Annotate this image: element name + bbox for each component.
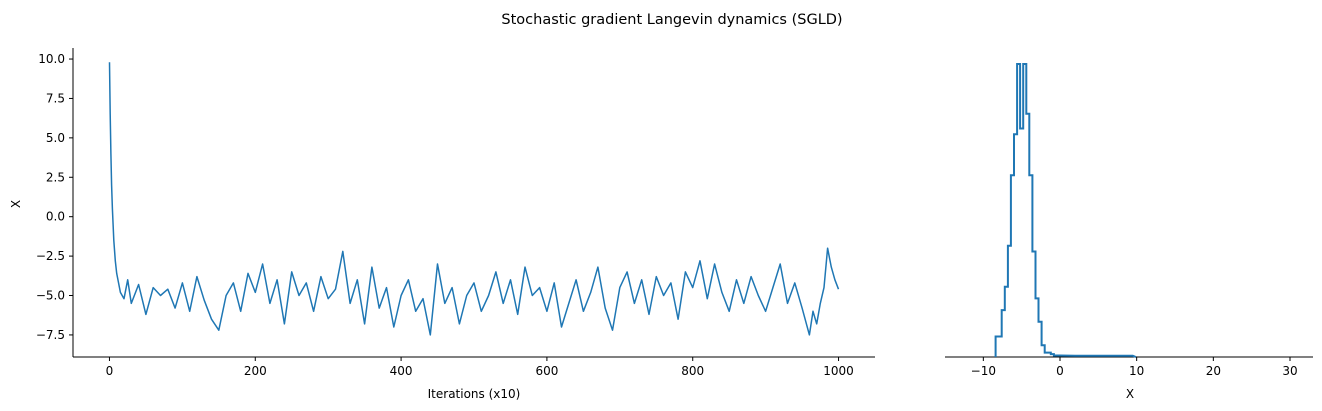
trace-y-ticks: −7.5 −5.0 −2.5 0.0 2.5 5.0 7.5 10.0 — [36, 52, 73, 342]
histogram-x-axis-label: X — [1126, 387, 1134, 401]
histogram-x-ticks: −10 0 10 20 30 — [971, 357, 1298, 378]
histogram-x-tick-label: −10 — [971, 364, 996, 378]
trace-y-axis-label: X — [9, 200, 23, 208]
histogram-x-tick-label: 0 — [1056, 364, 1064, 378]
trace-y-tick-label: 10.0 — [38, 52, 65, 66]
histogram-step-line — [996, 64, 1136, 357]
trace-y-tick-label: 5.0 — [46, 131, 65, 145]
histogram-plot: −10 0 10 20 30 X — [945, 64, 1313, 401]
trace-x-axis-label: Iterations (x10) — [428, 387, 521, 401]
trace-x-tick-label: 800 — [681, 364, 704, 378]
trace-x-tick-label: 400 — [390, 364, 413, 378]
trace-y-tick-label: 7.5 — [46, 91, 65, 105]
trace-y-tick-label: −7.5 — [36, 328, 65, 342]
trace-x-tick-label: 600 — [535, 364, 558, 378]
trace-x-tick-label: 0 — [106, 364, 114, 378]
trace-x-tick-label: 200 — [244, 364, 267, 378]
histogram-x-tick-label: 10 — [1129, 364, 1144, 378]
figure-title: Stochastic gradient Langevin dynamics (S… — [501, 12, 842, 28]
histogram-x-tick-label: 30 — [1282, 364, 1297, 378]
histogram-x-tick-label: 20 — [1206, 364, 1221, 378]
trace-x-tick-label: 1000 — [823, 364, 854, 378]
trace-y-tick-label: −2.5 — [36, 249, 65, 263]
trace-series-line — [110, 62, 839, 335]
trace-y-tick-label: 2.5 — [46, 170, 65, 184]
trace-x-ticks: 0 200 400 600 800 1000 — [106, 357, 854, 378]
trace-y-tick-label: 0.0 — [46, 210, 65, 224]
trace-plot: 0 200 400 600 800 1000 −7.5 −5.0 −2.5 0.0 2.5 5.0 7… — [9, 48, 875, 401]
trace-y-tick-label: −5.0 — [36, 289, 65, 303]
